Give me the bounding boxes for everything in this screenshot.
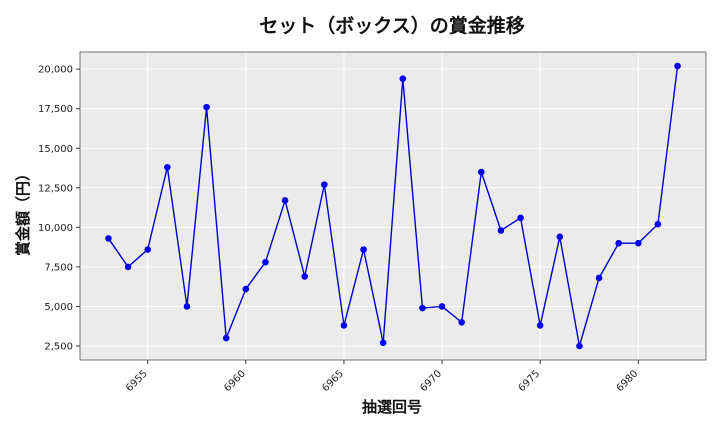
data-point <box>458 318 465 326</box>
data-point <box>654 220 662 228</box>
grid-lines <box>80 52 706 360</box>
data-point <box>517 214 524 222</box>
data-point <box>360 246 367 253</box>
data-point <box>674 62 681 70</box>
data-point <box>576 342 583 350</box>
y-tick-label: 12,500 <box>38 183 73 194</box>
data-point <box>340 322 348 329</box>
data-point <box>556 233 564 241</box>
y-tick-label: 7,500 <box>44 262 73 273</box>
data-point <box>634 239 642 247</box>
data-point <box>124 263 132 271</box>
data-point <box>164 163 171 171</box>
data-point <box>301 273 308 280</box>
data-point <box>379 339 387 347</box>
data-point <box>321 181 328 188</box>
data-point <box>183 303 191 310</box>
data-point <box>497 227 505 234</box>
y-tick-label: 10,000 <box>38 223 73 234</box>
series-line <box>107 65 679 347</box>
data-point <box>203 103 210 111</box>
data-point <box>595 274 603 282</box>
data-point <box>478 168 485 176</box>
data-point <box>222 334 230 342</box>
data-point <box>419 304 426 312</box>
x-tick-label: 6980 <box>615 368 641 394</box>
series-group <box>105 62 681 350</box>
x-tick-label: 6970 <box>418 368 444 394</box>
data-point <box>242 285 250 293</box>
data-point <box>615 239 622 247</box>
axes <box>79 51 707 361</box>
data-point <box>438 303 446 310</box>
y-tick-label: 17,500 <box>38 104 73 115</box>
y-tick-label: 2,500 <box>44 342 73 353</box>
x-tick-label: 6960 <box>222 368 248 394</box>
data-point <box>281 197 289 204</box>
y-axis-label: 賞金額（円） <box>14 166 32 256</box>
x-tick-label: 6975 <box>517 368 543 394</box>
x-axis-ticks: 6955 6960 6965 6970 6975 6980 <box>124 360 640 394</box>
data-point <box>536 322 544 329</box>
chart-title: セット（ボックス）の賞金推移 <box>259 14 524 37</box>
data-point <box>262 258 269 266</box>
plot-frame <box>79 51 707 361</box>
data-point <box>144 246 152 253</box>
y-axis-ticks: 2,500 5,000 7,500 10,000 12,500 15,000 17,500 2… <box>38 65 80 353</box>
x-axis-label: 抽選回号 <box>362 398 422 416</box>
data-point <box>105 235 112 242</box>
y-tick-label: 15,000 <box>38 144 73 155</box>
y-tick-label: 20,000 <box>38 65 73 76</box>
y-tick-label: 5,000 <box>44 302 73 313</box>
data-point <box>399 75 407 82</box>
x-tick-label: 6965 <box>320 368 346 394</box>
x-tick-label: 6955 <box>124 368 150 394</box>
